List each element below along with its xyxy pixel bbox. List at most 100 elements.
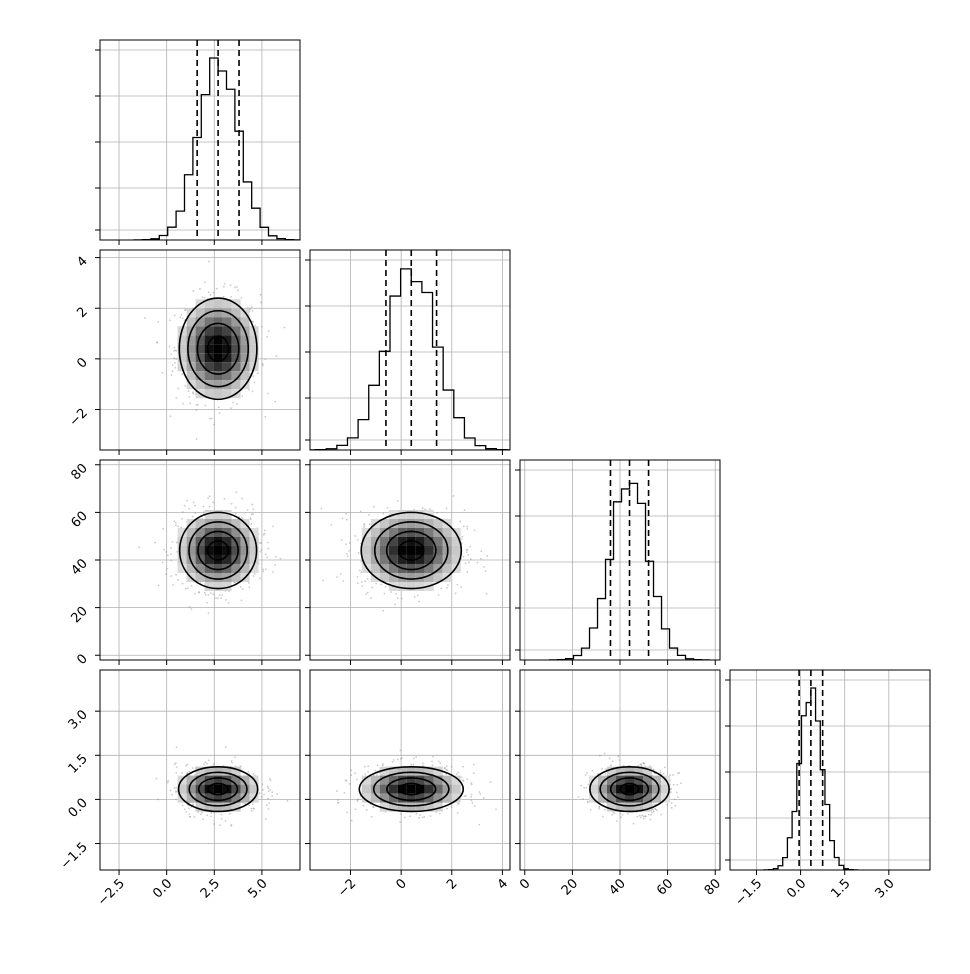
density-cell <box>397 536 407 546</box>
sample-point <box>382 763 384 765</box>
panel-content <box>548 460 711 660</box>
sample-point <box>605 768 607 771</box>
sample-point <box>265 804 268 807</box>
contour-line <box>373 521 449 580</box>
sample-point <box>421 762 424 764</box>
panel-3-0: −2.5 0.0 2.5 5.0−1.50.01.53.0 <box>58 669 301 909</box>
panel-content <box>310 250 510 450</box>
density-cell <box>231 380 241 390</box>
sample-point <box>175 766 178 769</box>
density-cell <box>415 536 425 546</box>
sample-point <box>267 797 269 800</box>
density-cell <box>442 784 452 794</box>
sample-point <box>198 591 200 593</box>
density-cell <box>240 353 250 363</box>
sample-point <box>336 790 338 792</box>
density-cell <box>415 793 425 803</box>
sample-point <box>193 815 196 818</box>
sample-point <box>171 540 174 543</box>
sample-point <box>484 570 487 573</box>
sample-point <box>269 779 272 782</box>
sample-point <box>180 314 183 316</box>
sample-point <box>421 816 424 819</box>
sample-point <box>669 787 672 790</box>
sample-point <box>156 341 159 344</box>
panel-content <box>577 752 682 825</box>
x-tick-label: 0.0 <box>150 876 175 901</box>
sample-point <box>250 306 253 309</box>
sample-point <box>345 779 348 782</box>
sample-point <box>241 516 243 519</box>
sample-point <box>675 791 678 794</box>
sample-point <box>372 805 374 808</box>
density-cell <box>195 775 205 785</box>
sample-point <box>480 550 483 553</box>
sample-point <box>203 296 206 299</box>
density-cell <box>195 371 205 381</box>
density-cell <box>222 527 232 537</box>
density-cell <box>213 793 223 803</box>
density-cell <box>231 353 241 363</box>
sample-point <box>144 317 146 319</box>
density-cell <box>204 554 214 564</box>
sample-point <box>621 813 624 816</box>
sample-point <box>174 349 177 352</box>
contour-line <box>206 335 230 363</box>
sample-point <box>356 799 359 801</box>
sample-point <box>391 761 394 763</box>
density-cell <box>406 784 416 794</box>
density-cell <box>397 775 407 785</box>
sample-point <box>234 286 236 289</box>
sample-point <box>187 390 190 393</box>
sample-point <box>676 772 679 775</box>
sample-point <box>354 772 357 775</box>
density-cell <box>598 793 608 803</box>
sample-point <box>470 783 473 786</box>
sample-point <box>465 551 468 554</box>
density-cell <box>186 371 196 381</box>
sample-point <box>365 593 368 596</box>
sample-point <box>368 523 371 526</box>
density-cell <box>415 581 425 591</box>
sample-point <box>608 757 611 760</box>
sample-point <box>367 770 369 773</box>
sample-point <box>336 576 338 579</box>
sample-point <box>188 813 191 815</box>
sample-point <box>585 786 588 789</box>
sample-point <box>266 335 269 338</box>
sample-point <box>259 577 261 580</box>
density-cell <box>213 380 223 390</box>
sample-point <box>619 812 622 815</box>
sample-point <box>230 823 233 826</box>
sample-point <box>253 807 256 810</box>
density-cell <box>177 554 187 564</box>
sample-point <box>346 553 348 555</box>
sample-point <box>464 795 467 797</box>
sample-point <box>283 326 286 329</box>
x-tick-label: 20 <box>559 876 581 898</box>
sample-point <box>603 752 606 755</box>
sample-point <box>670 802 673 804</box>
density-cell <box>222 389 232 399</box>
density-cell <box>652 775 662 785</box>
y-tick-label: 3.0 <box>66 707 91 732</box>
sample-point <box>650 813 652 816</box>
sample-point <box>443 767 446 770</box>
sample-point <box>194 512 197 515</box>
density-cell <box>249 563 259 573</box>
density-cell <box>213 563 223 573</box>
density-cell <box>388 563 398 573</box>
sample-point <box>640 763 643 766</box>
x-tick-label: −2.5 <box>95 876 128 909</box>
contour-line <box>178 511 258 590</box>
density-cell <box>213 518 223 528</box>
density-cell <box>231 766 241 776</box>
sample-point <box>212 291 215 294</box>
sample-point <box>177 387 180 390</box>
panel-frame <box>729 669 931 871</box>
x-tick-label: 5.0 <box>245 876 270 901</box>
sample-point <box>271 570 274 573</box>
density-cell <box>204 317 214 327</box>
sample-point <box>431 760 433 763</box>
density-cell <box>195 362 205 372</box>
